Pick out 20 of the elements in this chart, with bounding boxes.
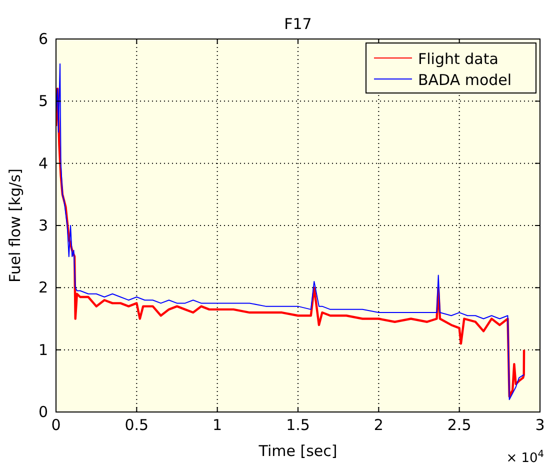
chart-title: F17	[284, 15, 312, 33]
y-axis-title: Fuel flow [kg/s]	[6, 168, 24, 282]
x-tick-label: 1	[212, 416, 222, 434]
y-tick-label: 3	[38, 216, 48, 234]
x-tick-label: 0	[51, 416, 61, 434]
y-tick-label: 0	[38, 403, 48, 421]
x-tick-label: 3	[535, 416, 545, 434]
x-tick-label: 0.5	[124, 416, 149, 434]
y-tick-label: 6	[38, 30, 48, 48]
x-axis-title: Time [sec]	[258, 442, 338, 460]
y-tick-label: 4	[38, 154, 48, 172]
y-tick-label: 2	[38, 278, 48, 297]
x-tick-label: 2.5	[447, 416, 472, 434]
y-tick-label: 5	[38, 92, 48, 110]
legend-label: Flight data	[418, 50, 498, 68]
text: × 10$^{4}$	[506, 448, 544, 466]
y-tick-label: 1	[38, 340, 48, 359]
x-tick-label: 1.5	[286, 416, 310, 434]
x-tick-label: 2	[374, 416, 384, 434]
legend-label: BADA model	[418, 71, 512, 89]
